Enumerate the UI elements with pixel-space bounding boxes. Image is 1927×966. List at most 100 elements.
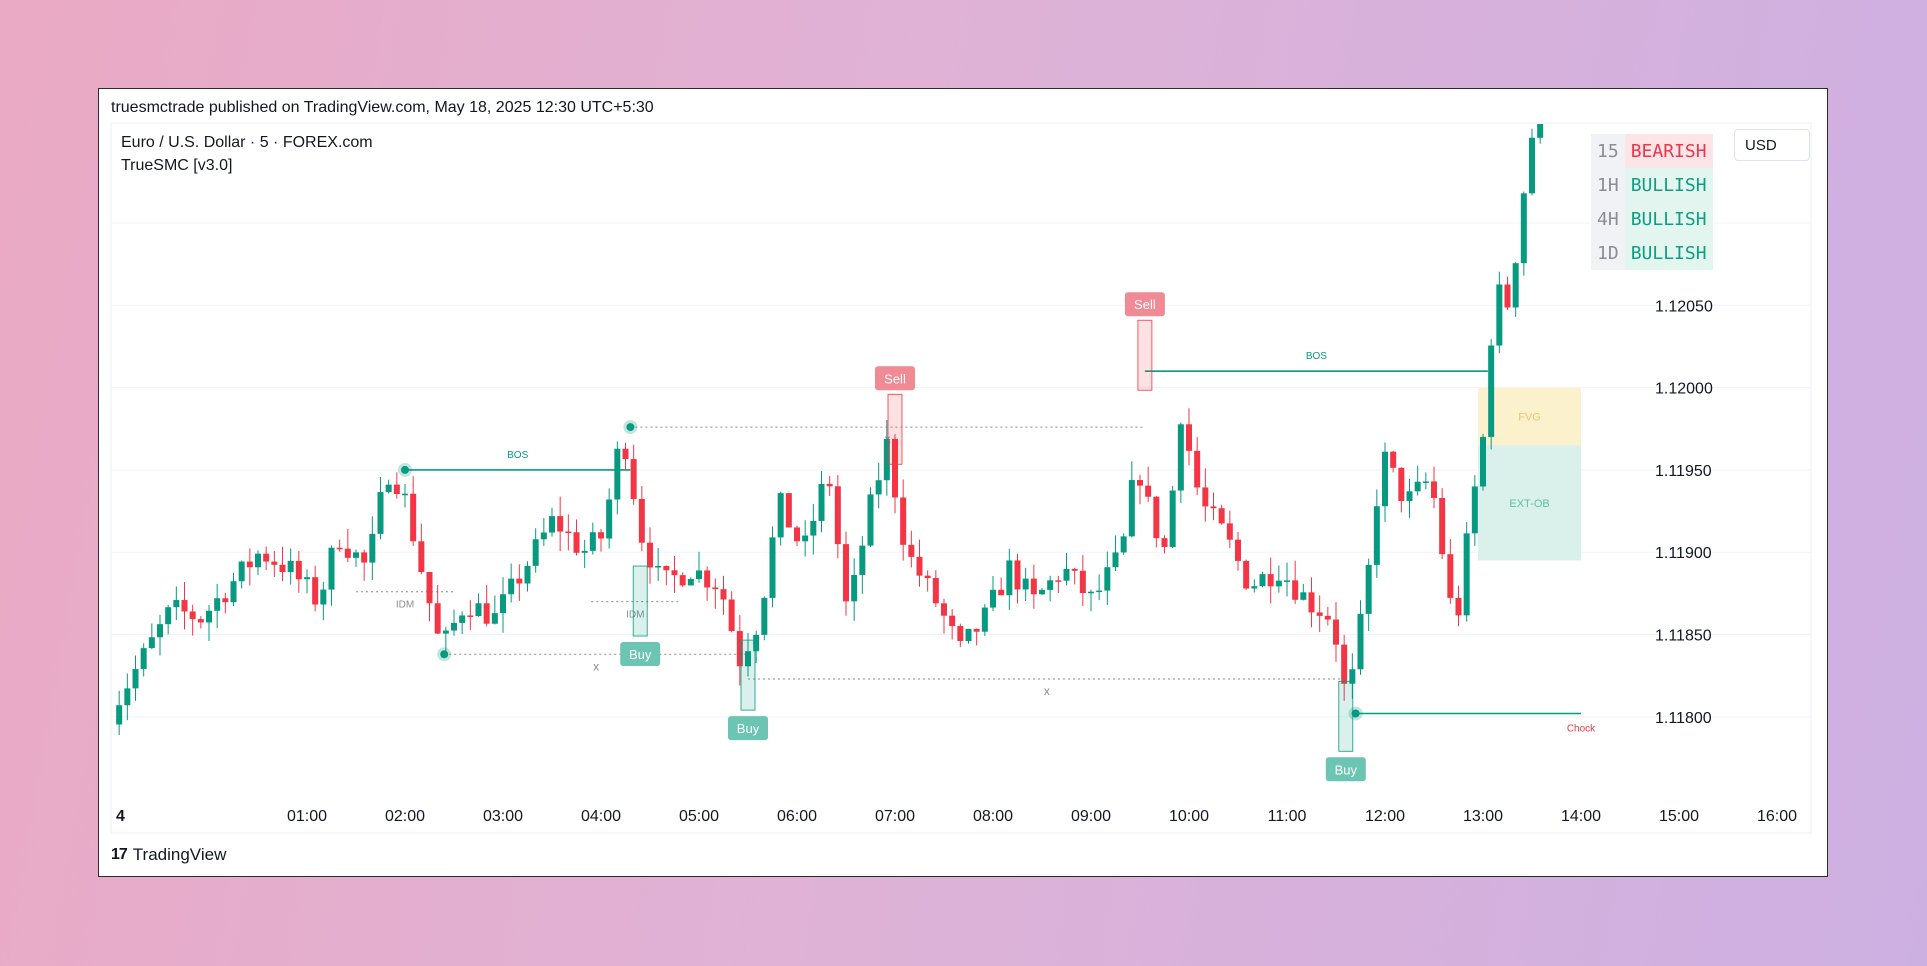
candle-body	[1251, 586, 1258, 589]
tradingview-brand-text: TradingView	[132, 845, 227, 864]
candle-body	[957, 626, 964, 642]
candle-body	[540, 532, 547, 540]
candle-body	[353, 552, 359, 558]
structure-label: IDM	[396, 600, 414, 611]
candle-body	[1471, 486, 1478, 534]
candle-body	[900, 497, 907, 545]
candle-body	[344, 548, 351, 558]
candle-body	[500, 594, 506, 614]
candle-body	[1275, 580, 1282, 587]
candle-body	[377, 492, 384, 534]
sell-signal-label: Sell	[884, 371, 906, 386]
buy-signal-badge	[1325, 757, 1366, 782]
candle-body	[1063, 568, 1070, 581]
candle-body	[1488, 345, 1495, 437]
candle-body	[508, 578, 515, 595]
candle-body	[606, 499, 613, 539]
candle-body	[892, 438, 898, 498]
candle-body	[687, 578, 694, 586]
candle-body	[1324, 615, 1331, 620]
candle-body	[998, 589, 1005, 596]
candle-body	[336, 547, 343, 550]
candle-body	[1422, 481, 1429, 483]
tradingview-logo-icon: 17	[111, 846, 128, 863]
candle-body	[1137, 480, 1143, 486]
symbol-title[interactable]: Euro / U.S. Dollar · 5 · FOREX.com	[121, 134, 373, 151]
candle-body	[745, 651, 751, 667]
mtf-row: 15 BEARISH	[1591, 134, 1713, 168]
candle-body	[1365, 564, 1372, 614]
candle-body	[1169, 490, 1176, 547]
candle-body	[1267, 574, 1274, 587]
candle-body	[1096, 590, 1103, 593]
candle-body	[238, 561, 245, 582]
candle-body	[736, 631, 743, 667]
candle-body	[304, 577, 310, 580]
candle-body	[761, 597, 768, 635]
candle-body	[459, 615, 466, 623]
x-tick-label: 15:00	[1659, 808, 1699, 825]
candle-body	[1218, 508, 1225, 524]
candle-body	[173, 600, 180, 608]
candle-body	[165, 607, 172, 625]
candle-body	[851, 574, 858, 602]
candle-body	[802, 535, 809, 542]
y-tick-label: 1.12000	[1655, 381, 1713, 398]
candle-body	[222, 598, 229, 603]
candle-body	[908, 544, 915, 557]
signal-range-box	[1137, 319, 1153, 391]
candle-body	[834, 486, 841, 545]
chart-pane-border	[110, 122, 1812, 834]
candle-body	[589, 532, 596, 551]
candle-body	[1243, 560, 1250, 589]
candle-body	[361, 552, 368, 563]
candle-body	[1047, 580, 1054, 590]
currency-selector[interactable]: USD	[1734, 129, 1810, 161]
y-tick-label: 1.11800	[1655, 710, 1712, 727]
x-tick-label: 02:00	[385, 808, 425, 825]
x-tick-label: 09:00	[1071, 808, 1111, 825]
x-tick-label: 05:00	[679, 808, 719, 825]
zone-label: EXT-OB	[1509, 498, 1549, 510]
x-tick-label: 08:00	[973, 808, 1013, 825]
candle-body	[1300, 592, 1307, 600]
candle-body	[859, 545, 866, 575]
candle-body	[426, 571, 433, 604]
candle-body	[557, 516, 564, 532]
candle-body	[785, 493, 792, 528]
x-tick-label: 12:00	[1365, 808, 1405, 825]
signal-range-box	[887, 393, 903, 465]
signal-range-box	[740, 639, 756, 711]
candle-body	[1308, 592, 1315, 613]
candle-body	[532, 539, 539, 566]
tradingview-logo[interactable]: 17 TradingView	[111, 845, 226, 865]
x-tick-label: 10:00	[1169, 808, 1209, 825]
candle-body	[475, 603, 482, 617]
candle-body	[271, 561, 278, 565]
candle-body	[875, 480, 882, 495]
indicator-title[interactable]: TrueSMC [v3.0]	[121, 157, 233, 174]
candle-body	[973, 628, 980, 632]
structure-label: Chock	[1567, 724, 1596, 735]
swing-point	[440, 650, 449, 659]
candle-body	[916, 556, 923, 576]
candle-body	[794, 527, 800, 542]
candle-body	[1014, 560, 1021, 590]
candle-body	[949, 615, 956, 627]
mtf-row: 1D BULLISH	[1591, 236, 1713, 270]
candle-body	[1120, 536, 1127, 553]
candle-body	[883, 438, 890, 481]
candle-body	[369, 533, 376, 563]
mtf-row: 4H BULLISH	[1591, 202, 1713, 236]
candle-body	[524, 565, 531, 584]
candle-body	[1537, 124, 1544, 138]
buy-signal-label: Buy	[629, 647, 652, 662]
candle-body	[777, 493, 784, 538]
candle-body	[1194, 450, 1201, 488]
candle-body	[647, 542, 653, 568]
candle-body	[655, 565, 662, 568]
sell-signal-badge	[1124, 292, 1165, 317]
y-tick-label: 1.12050	[1655, 298, 1713, 315]
candle-body	[1079, 570, 1086, 594]
